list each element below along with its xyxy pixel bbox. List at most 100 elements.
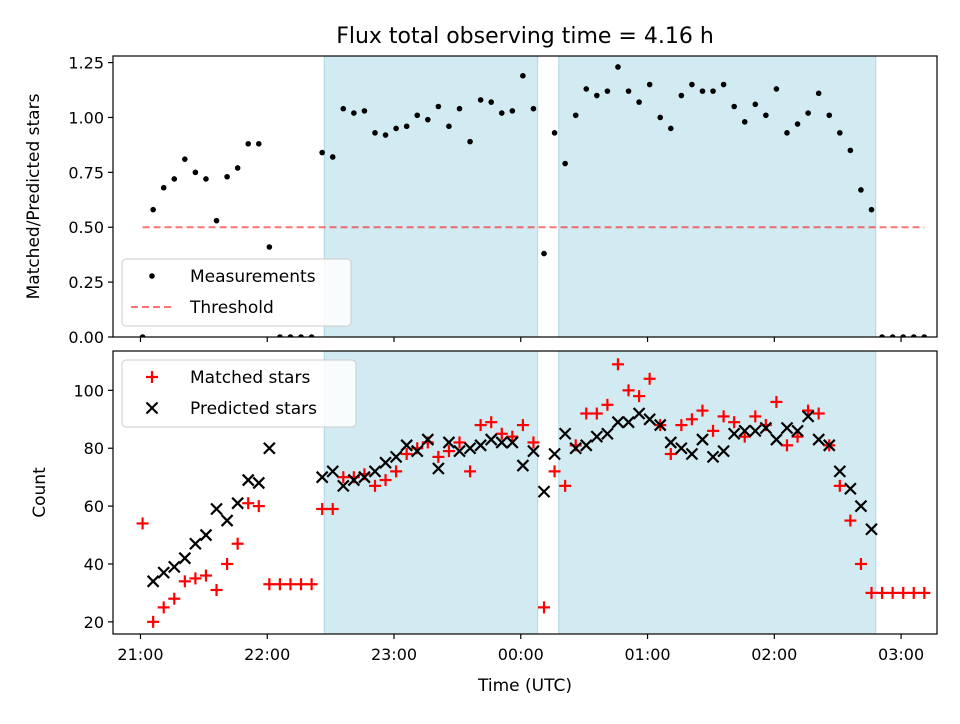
legend: Measurements Threshold <box>121 258 352 327</box>
observing-span <box>558 351 877 634</box>
matched-star-point <box>538 601 551 614</box>
matched-star-point <box>273 578 286 591</box>
matched-star-point <box>559 479 572 492</box>
predicted-star-point <box>854 499 868 513</box>
measurement-point <box>541 250 547 257</box>
measurement-point <box>910 334 917 337</box>
x-tick-label: 03:00 <box>878 645 924 664</box>
predicted-star-point <box>675 441 688 455</box>
predicted-star-point <box>749 424 762 438</box>
measurement-point <box>615 64 621 70</box>
matched-star-point <box>770 395 783 408</box>
predicted-star-point <box>706 450 720 464</box>
predicted-star-point <box>146 575 160 588</box>
x-tick-label: 00:00 <box>498 645 544 664</box>
x-tick-label: 23:00 <box>371 645 417 664</box>
measurement-point <box>657 114 664 121</box>
matched-star-point <box>400 448 413 461</box>
predicted-star-point <box>263 441 276 455</box>
predicted-star-point <box>727 427 741 441</box>
matched-star-point <box>791 430 804 443</box>
matched-star-point <box>157 601 170 614</box>
matched-star-point <box>379 474 392 487</box>
measurement-point <box>382 132 389 138</box>
measurement-point <box>277 334 283 337</box>
predicted-star-point <box>653 418 667 432</box>
measurement-point <box>720 81 727 88</box>
y-axis-label: Count <box>30 467 50 518</box>
matched-star-point <box>802 404 815 417</box>
y-tick-label: 20 <box>84 613 104 632</box>
x-tick-label: 02:00 <box>751 645 797 664</box>
measurement-point <box>171 176 178 182</box>
predicted-star-point <box>220 514 234 527</box>
predicted-star-point <box>833 465 847 478</box>
predicted-star-point <box>241 473 255 487</box>
y-tick-label: 60 <box>84 497 104 516</box>
measurement-point <box>731 103 737 110</box>
matched-star-point <box>780 439 793 452</box>
matched-star-point <box>168 592 181 605</box>
measurement-point <box>837 130 843 136</box>
measurement-point <box>160 184 167 191</box>
measurement-point <box>488 99 494 105</box>
measurement-point <box>868 206 875 213</box>
measurement-point <box>255 141 262 147</box>
x-axis-label: Time (UTC) <box>477 676 572 696</box>
y-axis-label: Matched/Predicted stars <box>24 93 44 299</box>
measurement-point <box>689 81 695 88</box>
matched-star-point <box>147 615 160 628</box>
measurement-point <box>752 101 759 108</box>
axes-frame <box>112 55 938 338</box>
matched-star-point <box>844 514 857 527</box>
legend-label: Predicted stars <box>190 399 317 419</box>
predicted-star-point <box>432 462 445 475</box>
measurement-point <box>530 105 537 112</box>
predicted-star-point <box>495 436 509 449</box>
measurement-point <box>794 121 801 127</box>
measurement-point <box>636 99 642 105</box>
matched-star-point <box>189 572 202 585</box>
matched-star-point <box>210 584 223 597</box>
matched-star-point <box>622 384 635 397</box>
predicted-star-point <box>812 433 825 446</box>
matched-star-point <box>812 407 825 420</box>
count-panel: 20 40 60 80 100 21:00 22:00 23:00 00:00 01:00 02:0… <box>30 350 938 664</box>
y-tick-label: 1.25 <box>68 54 104 73</box>
matched-star-point <box>295 578 308 591</box>
matched-star-point <box>738 430 751 443</box>
matched-star-point <box>854 557 867 570</box>
measurement-point <box>224 173 230 180</box>
matched-star-point <box>886 586 899 599</box>
matched-star-point <box>664 448 677 461</box>
predicted-star-point <box>558 427 572 441</box>
x-tick-label: 21:00 <box>117 645 163 664</box>
measurement-point <box>889 334 896 337</box>
predicted-star-point <box>189 537 202 550</box>
measurement-point <box>319 149 325 156</box>
observing-span <box>323 56 539 337</box>
matched-star-point <box>495 427 508 440</box>
measurement-point <box>203 176 209 182</box>
predicted-star-point <box>178 551 192 565</box>
matched-star-point <box>633 390 646 403</box>
matched-star-point <box>199 569 212 582</box>
predicted-star-point <box>791 424 804 438</box>
measurement-point <box>308 334 315 337</box>
measurement-point <box>245 141 252 147</box>
legend-box <box>121 359 357 428</box>
predicted-star-point <box>463 441 477 455</box>
measurement-point <box>879 334 885 337</box>
matched-star-point <box>907 586 920 599</box>
matched-star-point <box>918 586 931 599</box>
measurement-point <box>594 92 600 99</box>
matched-star-point <box>717 410 730 423</box>
measurement-point <box>403 123 410 130</box>
legend: Matched stars Predicted stars <box>121 359 357 428</box>
measurement-point <box>361 108 368 114</box>
predicted-star-point <box>548 447 561 461</box>
matched-star-point <box>548 465 561 478</box>
matched-star-point <box>506 430 519 443</box>
x-tick-label: 01:00 <box>624 645 670 664</box>
